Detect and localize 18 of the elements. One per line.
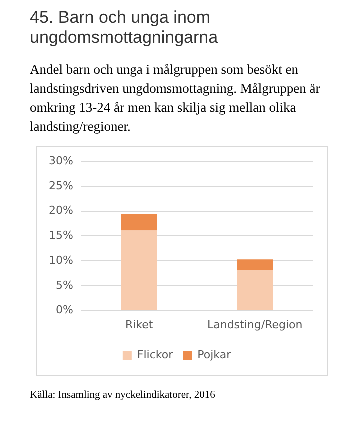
y-tick-label: 5% [56,278,74,292]
x-tick-label: Landsting/Region [207,318,303,332]
y-tick-label: 20% [48,204,74,218]
bar [121,230,158,310]
y-tick-label: 10% [48,254,74,267]
bar [121,214,158,231]
chart-subtitle: Andel barn och unga i målgruppen som besökt en landstingsdriven ungdomsmottagning. Målgruppen är omkring 13-24 år men kan skilja sig mellan olika landsting/regioner. [30,61,322,136]
y-tick-label: 30% [48,154,74,168]
legend-label: Flickor [137,348,174,362]
bar [237,270,274,310]
y-tick-label: 15% [48,229,74,242]
bar [237,260,274,270]
y-tick-label: 0% [56,304,74,317]
chart-title: 45. Barn och unga inom ungdomsmottagningarna [30,8,220,48]
x-tick-label: Riket [125,318,154,332]
y-tick-label: 25% [48,179,74,192]
text: Källa: Insamling av nyckelindikatorer, 2016 [30,390,216,401]
legend-label: Pojkar [198,348,232,362]
